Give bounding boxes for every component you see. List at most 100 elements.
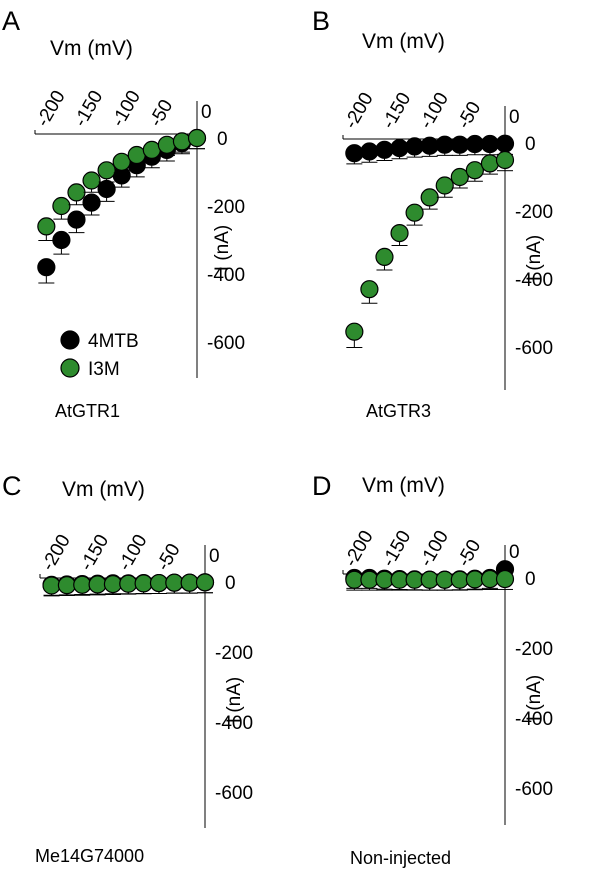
y-tick-label: -200 bbox=[515, 639, 553, 660]
data-point-i3m bbox=[134, 574, 153, 593]
data-point-i3m bbox=[57, 576, 76, 595]
data-point-i3m bbox=[495, 569, 515, 589]
panel-caption: Me14G74000 bbox=[35, 846, 144, 866]
y-tick-label: -600 bbox=[515, 779, 553, 800]
x-tick-label: -150 bbox=[378, 527, 415, 570]
data-point-4mtb bbox=[375, 140, 394, 159]
data-point-4mtb bbox=[97, 179, 116, 199]
data-point-4mtb bbox=[465, 134, 484, 154]
legend-label-i3m: I3M bbox=[88, 359, 120, 380]
data-point-i3m bbox=[149, 573, 169, 593]
data-point-4mtb bbox=[390, 139, 409, 158]
data-point-i3m bbox=[37, 217, 56, 236]
y-axis-label: I (nA) bbox=[524, 675, 545, 721]
data-point-4mtb bbox=[82, 193, 101, 212]
data-point-4mtb bbox=[450, 135, 469, 154]
x-tick-label: -200 bbox=[38, 531, 75, 574]
data-marks bbox=[345, 560, 515, 591]
y-tick-label: -400 bbox=[515, 709, 553, 730]
data-point-i3m bbox=[390, 570, 409, 589]
data-point-i3m bbox=[82, 171, 101, 190]
x-tick-label: 0 bbox=[509, 107, 520, 128]
y-tick-label: 0 bbox=[217, 129, 228, 150]
y-tick-label: -600 bbox=[515, 338, 553, 359]
y-axis-label: I (nA) bbox=[524, 235, 545, 281]
legend-marker-4mtb bbox=[60, 330, 80, 350]
y-tick-label: -200 bbox=[215, 643, 253, 664]
data-point-i3m bbox=[375, 247, 394, 266]
data-point-i3m bbox=[165, 573, 184, 592]
data-point-i3m bbox=[405, 570, 424, 589]
y-tick-label: 0 bbox=[525, 569, 536, 590]
y-tick-label: -200 bbox=[515, 202, 553, 223]
legend-marker-i3m bbox=[60, 358, 80, 378]
panel-d: D Vm (mV) Non-injected -200 -150 -100 -50 00… bbox=[312, 471, 553, 868]
x-tick-label: -100 bbox=[108, 87, 145, 130]
x-tick-label: -50 bbox=[153, 540, 185, 574]
data-point-i3m bbox=[465, 570, 484, 589]
x-axis-title: Vm (mV) bbox=[50, 37, 133, 60]
x-tick-label: -50 bbox=[453, 536, 485, 570]
legend-label-4mtb: 4MTB bbox=[88, 331, 139, 352]
panel-caption: AtGTR1 bbox=[55, 401, 120, 421]
x-tick-label: -200 bbox=[340, 527, 377, 570]
data-point-i3m bbox=[180, 573, 199, 592]
data-point-i3m bbox=[450, 167, 469, 187]
y-tick-label: -400 bbox=[215, 713, 253, 734]
data-point-i3m bbox=[360, 570, 379, 589]
data-point-i3m bbox=[435, 176, 454, 195]
data-point-i3m bbox=[345, 322, 364, 341]
data-point-4mtb bbox=[405, 137, 424, 156]
data-point-4mtb bbox=[37, 258, 56, 277]
x-tick-label: -50 bbox=[145, 96, 177, 130]
x-tick-label: -150 bbox=[76, 531, 113, 574]
panel-label: A bbox=[2, 6, 20, 36]
x-axis-title: Vm (mV) bbox=[62, 478, 145, 501]
y-tick-label: 0 bbox=[225, 573, 236, 594]
data-point-i3m bbox=[435, 570, 454, 589]
data-point-4mtb bbox=[345, 144, 364, 163]
y-tick-label: -600 bbox=[215, 783, 253, 804]
data-point-i3m bbox=[195, 573, 215, 592]
data-point-i3m bbox=[480, 569, 500, 589]
data-point-i3m bbox=[495, 150, 515, 170]
data-point-i3m bbox=[42, 576, 61, 595]
data-point-i3m bbox=[67, 183, 86, 202]
x-tick-label: -100 bbox=[114, 531, 151, 574]
panel-label: B bbox=[312, 6, 330, 36]
data-point-4mtb bbox=[52, 230, 71, 250]
panel-c: C Vm (mV) Me14G74000 -200 -150 -100 -50 00-2… bbox=[2, 471, 253, 866]
data-point-i3m bbox=[97, 161, 116, 180]
data-point-i3m bbox=[390, 224, 409, 243]
data-point-i3m bbox=[345, 570, 364, 589]
data-point-i3m bbox=[142, 140, 161, 159]
x-tick-label: -50 bbox=[453, 98, 485, 132]
data-point-i3m bbox=[119, 574, 138, 593]
y-tick-label: 0 bbox=[525, 134, 536, 155]
panel-label: D bbox=[312, 471, 332, 501]
data-point-i3m bbox=[103, 574, 123, 594]
x-axis-title: Vm (mV) bbox=[362, 474, 445, 497]
panel-label: C bbox=[2, 471, 22, 501]
x-tick-label: -150 bbox=[378, 89, 415, 132]
x-tick-label: 0 bbox=[201, 102, 212, 123]
panel-b: B Vm (mV) AtGTR3 -200 -150 -100 -50 00-200-4… bbox=[312, 6, 553, 421]
data-marks bbox=[42, 573, 215, 597]
data-point-i3m bbox=[420, 188, 439, 207]
x-tick-label: 0 bbox=[209, 546, 220, 567]
data-point-i3m bbox=[450, 570, 469, 589]
panel-a: A Vm (mV) AtGTR1 -200 -150 -100 -50 00-200-4… bbox=[2, 6, 245, 421]
x-tick-label: -100 bbox=[416, 89, 453, 132]
data-point-i3m bbox=[157, 135, 176, 154]
data-point-i3m bbox=[172, 132, 192, 151]
data-point-i3m bbox=[360, 280, 379, 299]
y-tick-label: -200 bbox=[207, 197, 245, 218]
data-point-i3m bbox=[187, 128, 207, 148]
data-point-i3m bbox=[88, 575, 107, 594]
x-tick-label: -100 bbox=[416, 527, 453, 570]
y-tick-label: -400 bbox=[515, 270, 553, 291]
x-tick-label: -150 bbox=[70, 87, 107, 130]
data-point-i3m bbox=[52, 196, 71, 216]
panel-caption: AtGTR3 bbox=[366, 401, 431, 421]
data-point-4mtb bbox=[360, 142, 379, 161]
